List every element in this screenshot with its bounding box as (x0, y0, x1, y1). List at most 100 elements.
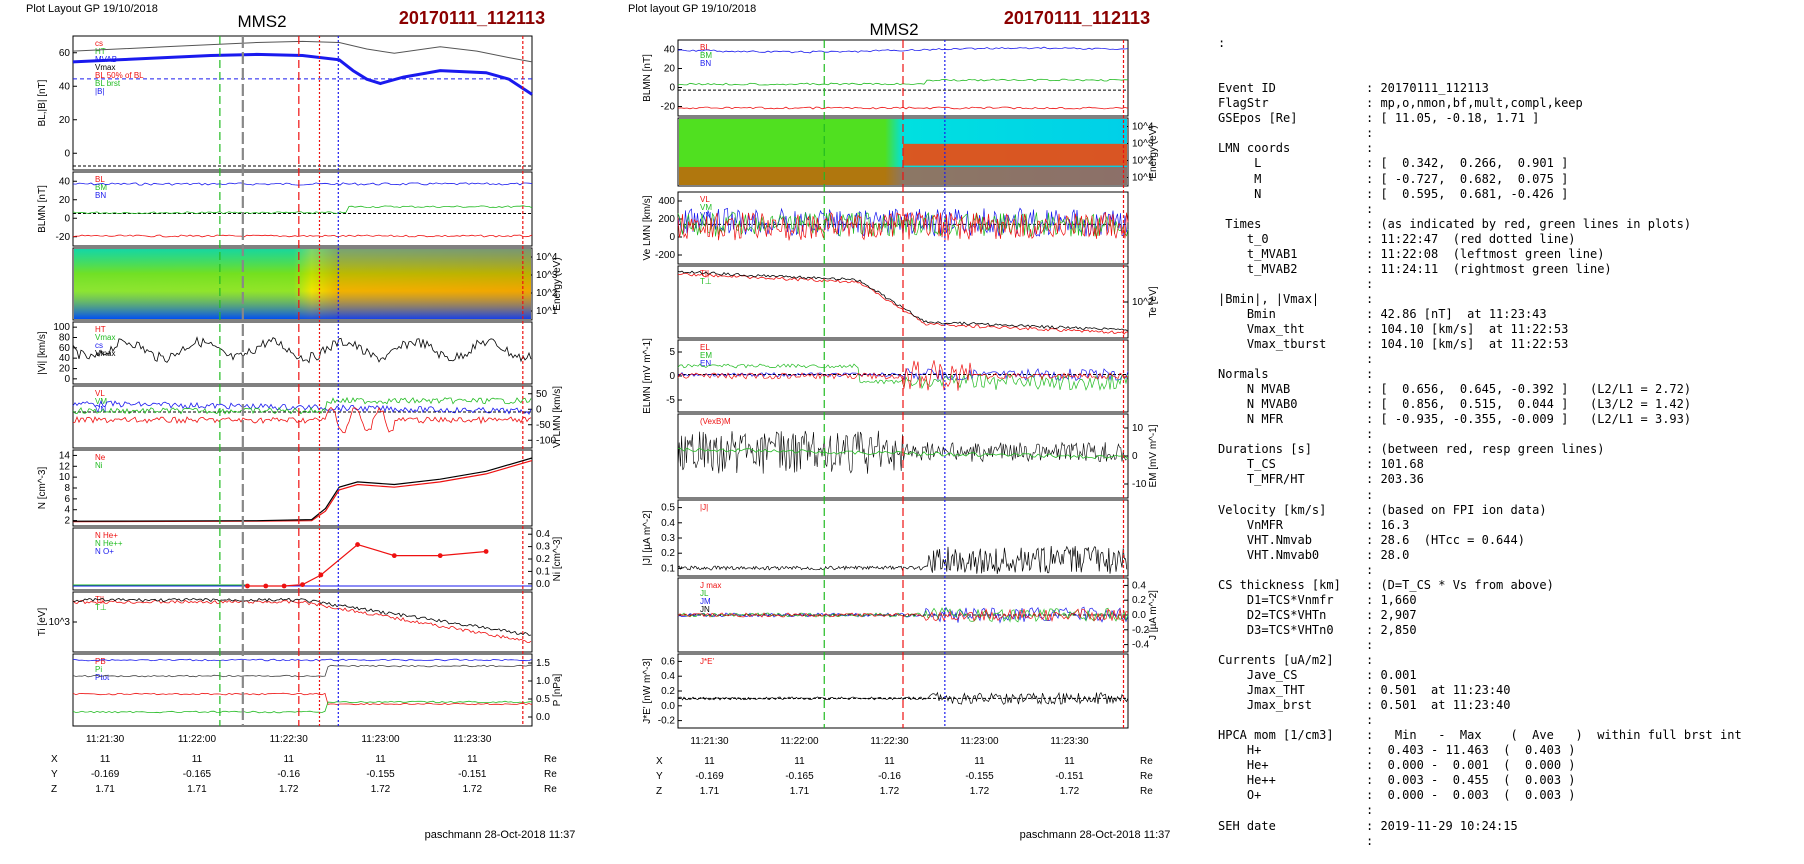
series-line (677, 211, 1129, 237)
legend-entry: BN (700, 59, 711, 68)
info-value: : [ 0.342, 0.266, 0.901 ] (1366, 156, 1569, 171)
info-value: : 11:24:11 (rightmost green line) (1366, 261, 1612, 276)
info-value: : 0.003 - 0.455 ( 0.003 ) (1366, 773, 1576, 788)
info-key: t_0 (1218, 231, 1269, 246)
info-key: He+ (1218, 758, 1269, 773)
legend-entry: BM (700, 51, 712, 60)
legend-entry: JN (700, 605, 710, 614)
legend-entry: BL (95, 175, 105, 184)
info-row: : (1218, 427, 1798, 442)
y-tick-label: 0.5 (661, 503, 675, 514)
legend-entry: T⊥ (95, 603, 107, 612)
ephem-key: Y (656, 771, 663, 782)
y-tick-label: 0.5 (536, 694, 550, 705)
y-tick-label: 80 (59, 333, 71, 344)
y-axis-label: BLMN [nT] (37, 185, 48, 233)
info-value: : mp,o,nmon,bf,mult,compl,keep (1366, 96, 1583, 111)
y-axis-label: Energy (eV) (552, 257, 563, 310)
spectrogram-overlay (74, 249, 531, 319)
info-value: : 11:22:47 (red dotted line) (1366, 231, 1576, 246)
data-point (281, 583, 287, 589)
info-value: : (between red, resp green lines) (1366, 442, 1605, 457)
ephem-key: X (656, 756, 663, 767)
series-line (677, 691, 1129, 705)
info-key: D2=TCS*VHTn (1218, 607, 1327, 622)
panel-frame (72, 385, 533, 449)
y-tick-label: 0.0 (536, 579, 550, 590)
ephem-unit: Re (544, 784, 557, 795)
info-value: : (1366, 201, 1374, 216)
info-row: Jmax_brst: 0.501 at 11:23:40 (1218, 698, 1798, 713)
legend-entry: EL (700, 343, 710, 352)
info-key: LMN coords (1218, 141, 1291, 156)
legend-entry: (VexB)M (700, 417, 731, 426)
info-value: : (1366, 487, 1374, 502)
y-axis-label: |J| [µA m^-2] (642, 510, 653, 565)
data-point (263, 583, 269, 589)
y-axis-label: EM [mV m^-1] (1148, 424, 1159, 487)
info-value: : (1366, 803, 1374, 818)
y-tick-label: 0 (64, 374, 70, 385)
info-value: : 2019-11-29 10:24:15 (1366, 818, 1518, 833)
panel-left-7: 0.0 0.10.20.3 0.4Ni [cm^-3] N He+N He++N O+ (72, 527, 563, 591)
info-key: N (1218, 186, 1262, 201)
ephem-value: -0.155 (965, 771, 994, 782)
legend-entry: N O+ (95, 547, 114, 556)
left-footer: paschmann 28-Oct-2018 11:37 (425, 829, 576, 841)
info-value: : [ -0.935, -0.355, -0.009 ] (L2/L1 = 3.… (1366, 412, 1692, 427)
series-line (72, 406, 532, 434)
info-key: N MVAB (1218, 382, 1291, 397)
info-value: : [ 0.856, 0.515, 0.044 ] (L3/L2 = 1.42) (1366, 397, 1692, 412)
legend-entry: J max (700, 581, 721, 590)
y-tick-label: 0.1 (536, 566, 550, 577)
info-row: N MVAB0: [ 0.856, 0.515, 0.044 ] (L3/L2 … (1218, 397, 1798, 412)
info-key: FlagStr (1218, 96, 1269, 111)
legend-entry: HT (95, 325, 106, 334)
ephem-value: 11 (100, 754, 111, 765)
data-point (391, 553, 397, 559)
info-value: : (1366, 141, 1374, 156)
panel-mid-7: 0.1 0.2 0.3 0.4 0.5 |J| [µA m^-2] |J| (642, 499, 1129, 577)
y-tick-label: 0 (64, 213, 70, 224)
info-value: : (1366, 637, 1374, 652)
y-tick-label: 1.5 (536, 658, 550, 669)
ephem-value: -0.16 (277, 769, 300, 780)
y-tick-label: 20 (59, 195, 71, 206)
ephem-unit: Re (1140, 786, 1153, 797)
info-key: t_MVAB1 (1218, 246, 1298, 261)
info-value: : (D=T_CS * Vs from above) (1366, 577, 1554, 592)
y-tick-label: 10^2 (1132, 156, 1154, 167)
legend-entry: Ni (95, 461, 103, 470)
legend-entry: PB (95, 657, 106, 666)
ephem-value: -0.151 (1055, 771, 1084, 782)
info-row: t_MVAB1: 11:22:08 (leftmost green line) (1218, 247, 1798, 262)
info-row: L: [ 0.342, 0.266, 0.901 ] (1218, 156, 1798, 171)
info-row: CS thickness [km]: (D=T_CS * Vs from abo… (1218, 578, 1798, 593)
y-tick-label: 0 (669, 371, 675, 382)
info-value: : (1366, 276, 1374, 291)
info-row: T_MFR/HT: 203.36 (1218, 472, 1798, 487)
data-point (245, 583, 250, 589)
y-tick-label: 10^3 (49, 617, 71, 628)
y-tick-label: 0.3 (661, 533, 675, 544)
ephem-unit: Re (1140, 771, 1153, 782)
info-row: HPCA mom [1/cm3]: Min - Max ( Ave ) with… (1218, 728, 1798, 743)
legend-entry: cs (95, 39, 103, 48)
ephem-value: 11 (884, 756, 895, 767)
legend-entry: HT (95, 47, 106, 56)
legend-entry: Vmax (95, 333, 115, 342)
info-key: He++ (1218, 773, 1276, 788)
info-row: t_0 : 11:22:47 (red dotted line) (1218, 232, 1798, 247)
info-value: : 104.10 [km/s] at 11:22:53 (1366, 321, 1569, 336)
y-tick-label: 0.2 (1132, 595, 1146, 606)
info-value: : 2,907 (1366, 607, 1417, 622)
info-row: t_MVAB2: 11:24:11 (rightmost green line) (1218, 262, 1798, 277)
info-key: GSEpos [Re] (1218, 111, 1298, 126)
info-row: D3=TCS*VHTn0: 2,850 (1218, 623, 1798, 638)
series-line (72, 40, 533, 63)
time-tick-label: 11:22:30 (870, 736, 909, 747)
panel-frame (72, 527, 533, 591)
panel-mid-4: 10^2Te [eV]T||T⊥ (677, 265, 1159, 339)
